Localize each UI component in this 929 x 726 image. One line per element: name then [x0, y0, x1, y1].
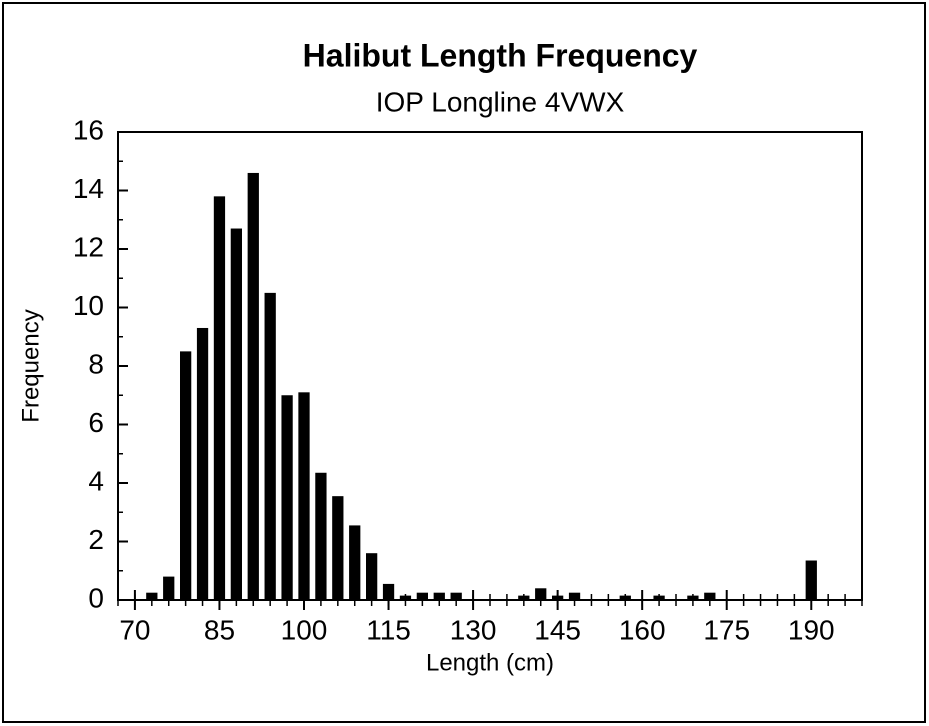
x-tick-label: 175 [703, 614, 750, 645]
y-tick-label: 4 [88, 465, 104, 496]
bar [264, 292, 276, 600]
x-tick-label: 145 [534, 614, 581, 645]
y-tick-label: 0 [88, 582, 104, 613]
x-tick-label: 160 [619, 614, 666, 645]
bar [349, 525, 361, 600]
bar [247, 172, 259, 600]
x-tick-label: 70 [119, 614, 150, 645]
bar [180, 351, 192, 600]
bar [433, 592, 445, 600]
x-axis-label: Length (cm) [426, 649, 554, 676]
y-tick-label: 10 [73, 290, 104, 321]
bar [552, 595, 564, 600]
chart-subtitle: IOP Longline 4VWX [376, 86, 625, 117]
x-tick-label: 190 [788, 614, 835, 645]
bar [366, 553, 378, 600]
y-tick-label: 8 [88, 348, 104, 379]
y-tick-label: 12 [73, 231, 104, 262]
bar [399, 595, 412, 600]
bar [332, 496, 344, 600]
bar [653, 595, 665, 600]
y-tick-label: 16 [73, 114, 104, 145]
bar [230, 228, 242, 600]
bar [382, 583, 395, 600]
bar [163, 576, 175, 600]
bar [298, 392, 310, 600]
bar [450, 592, 462, 600]
chart-title: Halibut Length Frequency [303, 37, 698, 73]
bar [518, 595, 530, 600]
bar [281, 395, 293, 600]
bar [805, 560, 817, 600]
bar [315, 472, 327, 600]
x-tick-label: 100 [281, 614, 328, 645]
y-tick-label: 2 [88, 524, 104, 555]
bar [704, 592, 716, 600]
bar [687, 595, 699, 600]
x-tick-label: 115 [366, 614, 411, 645]
bar [535, 588, 547, 600]
y-tick-label: 14 [73, 173, 104, 204]
bar [416, 592, 428, 600]
bar [213, 196, 226, 600]
x-tick-label: 130 [450, 614, 497, 645]
bar [196, 327, 209, 600]
plot-area [117, 131, 863, 601]
x-tick-label: 85 [204, 614, 235, 645]
y-axis-label: Frequency [17, 309, 44, 422]
bar [568, 592, 581, 600]
y-tick-label: 6 [88, 407, 104, 438]
bar [146, 592, 158, 600]
bar [619, 595, 631, 600]
